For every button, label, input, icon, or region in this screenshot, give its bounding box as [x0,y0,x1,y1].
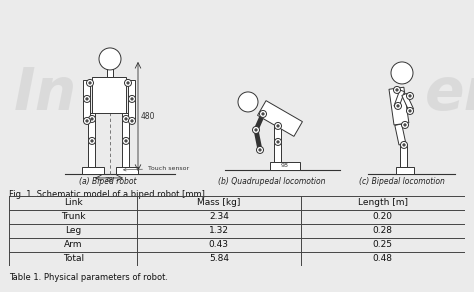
Text: Link: Link [64,198,82,207]
Bar [83,80,90,99]
Circle shape [125,140,127,142]
Circle shape [86,79,93,86]
Bar [400,145,407,167]
Circle shape [393,86,401,93]
Bar [107,68,113,77]
Circle shape [407,93,413,100]
Circle shape [83,95,91,102]
Circle shape [407,107,413,114]
Circle shape [401,141,408,148]
Bar [270,162,300,170]
Circle shape [89,82,91,84]
Text: Mass [kg]: Mass [kg] [197,198,240,207]
Circle shape [259,149,261,151]
Circle shape [83,117,91,124]
Bar [396,167,414,174]
Bar [274,126,281,142]
Bar [402,93,413,111]
Circle shape [89,115,95,122]
Text: (a) Biped robot: (a) Biped robot [79,177,137,186]
Circle shape [128,95,136,102]
Circle shape [262,113,264,115]
Circle shape [125,79,131,86]
Circle shape [86,98,88,100]
Text: 0.25: 0.25 [373,240,392,249]
Bar [122,141,129,167]
Bar [395,124,406,145]
Circle shape [391,62,413,84]
Circle shape [256,147,264,153]
Circle shape [131,120,133,122]
Text: Total: Total [63,254,84,263]
Text: Touch sensor: Touch sensor [124,166,189,171]
Circle shape [404,124,406,126]
Text: Trunk: Trunk [61,212,85,221]
Bar [122,113,129,119]
Circle shape [122,115,129,122]
Text: 0.20: 0.20 [373,212,392,221]
Bar [128,80,135,99]
Bar [92,77,126,113]
Text: 98: 98 [281,164,289,168]
Circle shape [91,118,93,120]
Text: Arm: Arm [64,240,82,249]
Circle shape [255,129,257,131]
Text: 480: 480 [141,112,155,121]
Bar [257,101,302,136]
Text: Leg: Leg [65,226,82,235]
Circle shape [277,141,279,143]
Circle shape [127,82,129,84]
Bar [128,98,135,121]
Bar [88,141,95,167]
Bar [116,167,138,174]
Circle shape [99,48,121,70]
Text: Length [m]: Length [m] [357,198,408,207]
Circle shape [131,98,133,100]
Text: 78: 78 [104,177,113,183]
Text: (b) Quadrupedal locomotion: (b) Quadrupedal locomotion [218,177,326,186]
Text: 0.43: 0.43 [209,240,229,249]
Circle shape [403,144,405,146]
Bar [88,113,95,119]
Bar [82,167,104,174]
Circle shape [253,126,259,133]
Text: Table 1. Physical parameters of robot.: Table 1. Physical parameters of robot. [9,273,168,282]
Circle shape [259,110,266,117]
Text: Fig. 1. Schematic model of a biped robot [mm].: Fig. 1. Schematic model of a biped robot… [9,190,208,199]
Circle shape [89,138,95,145]
Bar [274,142,281,162]
Text: (c) Bipedal locomotion: (c) Bipedal locomotion [359,177,445,186]
Circle shape [122,138,129,145]
Circle shape [394,102,401,110]
Circle shape [277,125,279,127]
Text: 0.48: 0.48 [373,254,392,263]
Circle shape [274,122,282,129]
Circle shape [91,140,93,142]
Circle shape [397,105,399,107]
Circle shape [401,121,409,128]
Bar [122,119,129,141]
Bar [389,87,409,125]
Text: 2.34: 2.34 [209,212,229,221]
Circle shape [409,110,411,112]
Text: In: In [14,65,77,122]
Circle shape [409,95,411,97]
Circle shape [125,118,127,120]
Circle shape [238,92,258,112]
Bar [394,90,404,108]
Bar [88,119,95,141]
Circle shape [274,138,282,145]
Bar [83,98,90,121]
Circle shape [396,89,398,91]
Text: 0.28: 0.28 [373,226,392,235]
Text: 1.32: 1.32 [209,226,229,235]
Text: 5.84: 5.84 [209,254,229,263]
Text: en: en [425,65,474,122]
Circle shape [86,120,88,122]
Circle shape [128,117,136,124]
